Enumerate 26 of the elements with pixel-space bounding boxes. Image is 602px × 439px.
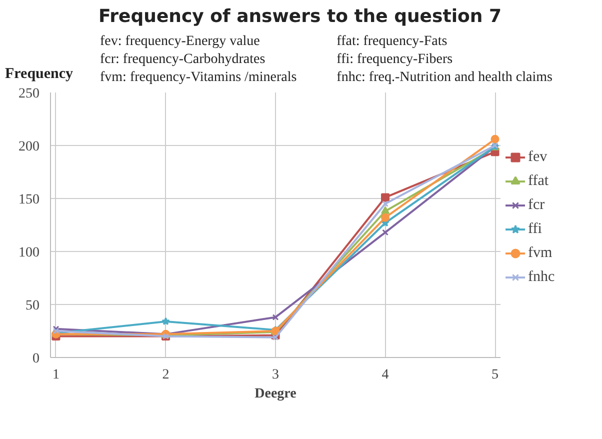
y-tick-label: 50	[26, 298, 40, 314]
x-tick-label: 5	[492, 368, 499, 382]
legend-label: ffat	[528, 172, 549, 190]
text: fnhc: freq.-Nutrition and health claims	[336, 68, 552, 86]
text: fcr: frequency-Carbohydrates	[100, 50, 266, 68]
y-axis-title: Frequency	[5, 65, 74, 84]
chart-title: Frequency of answers to the question 7	[98, 5, 502, 29]
text: ffi: frequency-Fibers	[336, 50, 454, 68]
x-tick-label: 2	[162, 368, 170, 382]
x-tick-label: 1	[52, 368, 60, 382]
legend-label: fvm	[528, 244, 552, 262]
legend-label: ffi	[528, 220, 543, 238]
legend-label: fnhc	[528, 268, 555, 286]
legend-label: fev	[528, 148, 548, 166]
y-tick-label: 250	[18, 86, 40, 102]
text: ffat: frequency-Fats	[336, 32, 448, 50]
y-tick-label: 100	[18, 246, 40, 260]
legend-label: fcr	[528, 196, 546, 214]
y-tick-label: 0	[32, 352, 40, 366]
text: fev: frequency-Energy value	[100, 32, 261, 50]
x-tick-label: 3	[272, 368, 279, 382]
y-tick-label: 150	[18, 192, 40, 208]
y-tick-label: 200	[18, 140, 40, 154]
x-tick-label: 4	[382, 368, 389, 382]
text: fvm: frequency-Vitamins /minerals	[100, 68, 297, 86]
x-axis-title: Deegre	[254, 386, 296, 402]
